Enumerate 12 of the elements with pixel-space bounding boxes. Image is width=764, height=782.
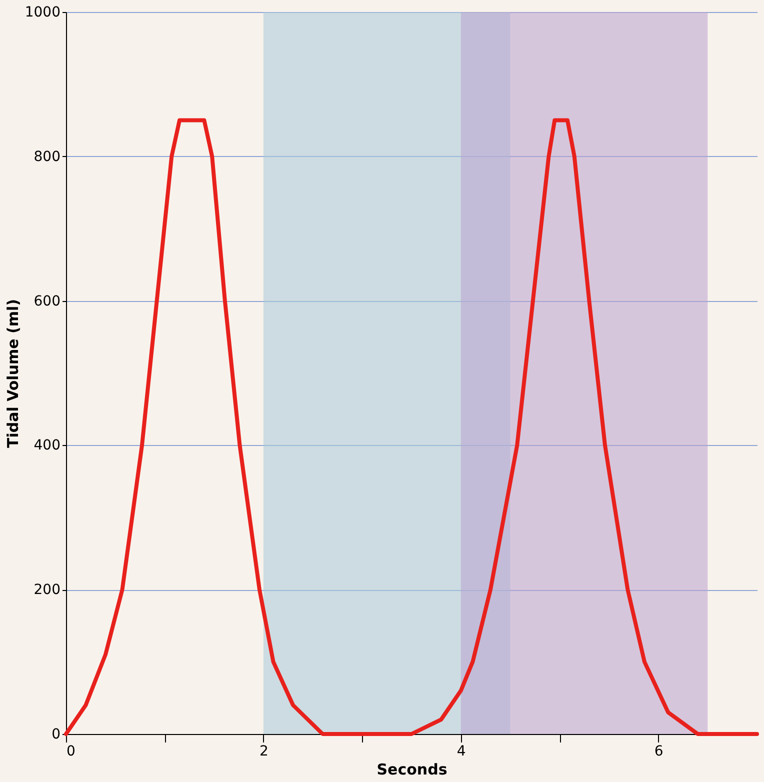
x-tick-label: 6 [654,744,664,760]
y-axis-title: Tidal Volume (ml) [4,298,22,448]
y-tick-label: 600 [34,293,60,310]
y-tick-label: 800 [34,148,60,165]
y-tick-label: 0 [52,726,60,742]
x-tick-label: 4 [456,744,466,760]
x-tick-label: 2 [259,744,268,760]
y-tick-label: 400 [34,438,60,454]
x-axis-title: Seconds [376,760,448,778]
y-tick-label: 200 [34,582,60,598]
y-tick-label: 1000 [24,4,60,20]
x-tick-label: 0 [66,744,76,760]
